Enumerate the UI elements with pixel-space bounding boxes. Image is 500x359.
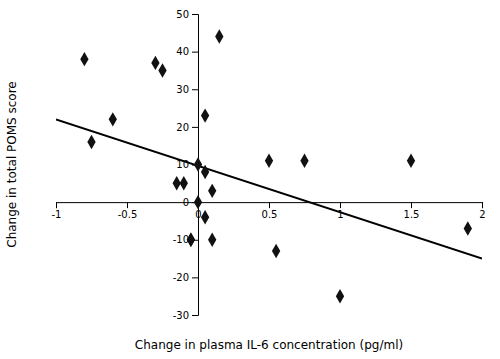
y-tick-mark (192, 277, 198, 278)
scatter-point (87, 135, 95, 149)
y-tick: 40 (176, 46, 198, 57)
scatter-point (80, 52, 88, 66)
y-tick: 50 (176, 9, 198, 20)
scatter-point (194, 195, 202, 209)
y-tick-mark (192, 14, 198, 15)
x-tick-mark (340, 202, 341, 208)
x-tick-label: 2 (479, 209, 485, 220)
scatter-point (300, 154, 308, 168)
y-tick-label: -10 (173, 234, 189, 245)
y-tick: 20 (176, 122, 198, 133)
y-tick-mark (192, 89, 198, 90)
y-tick-mark (192, 315, 198, 316)
y-tick-label: 30 (176, 84, 189, 95)
y-tick-label: 40 (176, 46, 189, 57)
scatter-point (180, 176, 188, 190)
y-tick-label: 20 (176, 122, 189, 133)
scatter-point (336, 289, 344, 303)
scatter-point (201, 210, 209, 224)
scatter-point (194, 157, 202, 171)
x-tick: -1 (52, 202, 62, 220)
y-tick: 30 (176, 84, 198, 95)
y-axis-title: Change in total POMS score (5, 81, 19, 247)
x-tick: 1.5 (404, 202, 420, 220)
y-tick: -30 (173, 310, 198, 321)
y-tick-label: 0 (183, 197, 189, 208)
scatter-point (158, 63, 166, 77)
y-tick: -20 (173, 272, 198, 283)
plot-area (56, 29, 482, 303)
x-tick: -0.5 (118, 202, 138, 220)
x-axis-line (57, 203, 483, 209)
x-tick-label: 1.5 (404, 209, 420, 220)
y-tick-label: -20 (173, 272, 189, 283)
scatter-point (407, 154, 415, 168)
chart: -1-0.500.511.52-30-20-1001020304050Chang… (0, 0, 500, 359)
scatter-point (464, 221, 472, 235)
x-tick-mark (56, 202, 57, 208)
x-tick-label: -1 (52, 209, 62, 220)
scatter-point (265, 154, 273, 168)
scatter-point (272, 244, 280, 258)
scatter-point (208, 184, 216, 198)
y-tick-label: 50 (176, 9, 189, 20)
scatter-point (208, 233, 216, 247)
scatter-point (187, 233, 195, 247)
x-axis-title: Change in plasma IL-6 concentration (pg/… (135, 338, 403, 352)
x-axis: -1-0.500.511.52 (52, 202, 486, 220)
scatter-point (151, 56, 159, 70)
scatter-point (215, 29, 223, 43)
y-tick-label: -30 (173, 310, 189, 321)
y-tick-mark (192, 127, 198, 128)
x-tick: 0.5 (262, 202, 278, 220)
x-tick-mark (482, 202, 483, 208)
x-tick: 2 (479, 202, 485, 220)
x-tick-label: 0.5 (262, 209, 278, 220)
scatter-point (173, 176, 181, 190)
x-tick-label: -0.5 (118, 209, 138, 220)
x-tick-mark (127, 202, 128, 208)
scatter-point (187, 233, 195, 247)
x-tick-mark (411, 202, 412, 208)
regression-line (56, 119, 482, 258)
y-tick-mark (192, 52, 198, 53)
scatter-point (201, 165, 209, 179)
scatter-point (109, 112, 117, 126)
scatter-point (201, 108, 209, 122)
x-tick-mark (269, 202, 270, 208)
